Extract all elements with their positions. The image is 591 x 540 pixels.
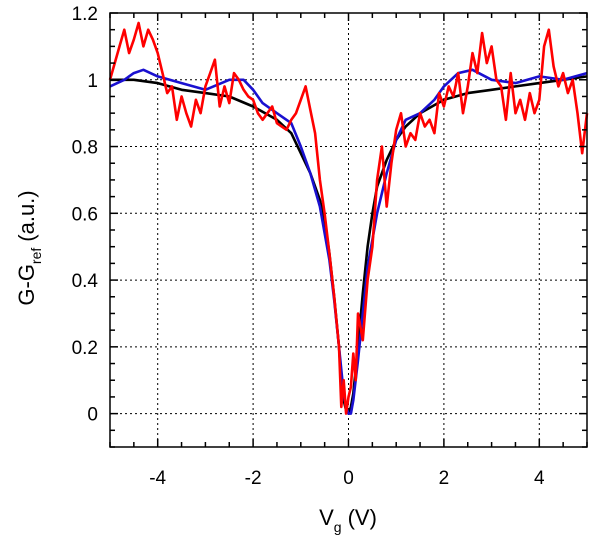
y-tick-label: 0.2 bbox=[72, 338, 98, 359]
x-tick-label: 4 bbox=[534, 468, 545, 489]
y-tick-label: 1 bbox=[87, 71, 98, 92]
x-tick-labels: -4 -2 0 2 4 bbox=[149, 468, 545, 489]
x-axis-title-sub: g bbox=[334, 519, 342, 535]
x-axis-title: Vg (V) bbox=[319, 505, 377, 535]
y-tick-labels: 0 0.2 0.4 0.6 0.8 1 1.2 bbox=[72, 4, 99, 426]
y-tick-label: 1.2 bbox=[72, 4, 98, 25]
series-line-3 bbox=[108, 21, 589, 415]
x-tick-label: 2 bbox=[439, 468, 450, 489]
grid bbox=[110, 12, 587, 447]
x-tick-label: -4 bbox=[149, 468, 166, 489]
y-axis-title-main: G-G bbox=[14, 264, 39, 306]
y-tick-label: 0.8 bbox=[72, 138, 98, 159]
y-tick-label: 0.6 bbox=[72, 204, 98, 225]
y-tick-label: 0.4 bbox=[72, 271, 99, 292]
series-line-2 bbox=[109, 68, 588, 415]
y-axis-title-unit: (a.u.) bbox=[14, 190, 39, 241]
tick-marks bbox=[109, 12, 588, 448]
x-axis-title-main: V bbox=[319, 505, 334, 530]
y-axis-title: G-Gref (a.u.) bbox=[14, 190, 44, 305]
x-tick-label: -2 bbox=[245, 468, 262, 489]
y-tick-label: 0 bbox=[87, 405, 98, 426]
series-layer bbox=[108, 21, 589, 415]
y-axis-title-sub: ref bbox=[28, 248, 44, 264]
x-axis-title-unit: (V) bbox=[348, 505, 377, 530]
x-tick-label: 0 bbox=[343, 468, 354, 489]
